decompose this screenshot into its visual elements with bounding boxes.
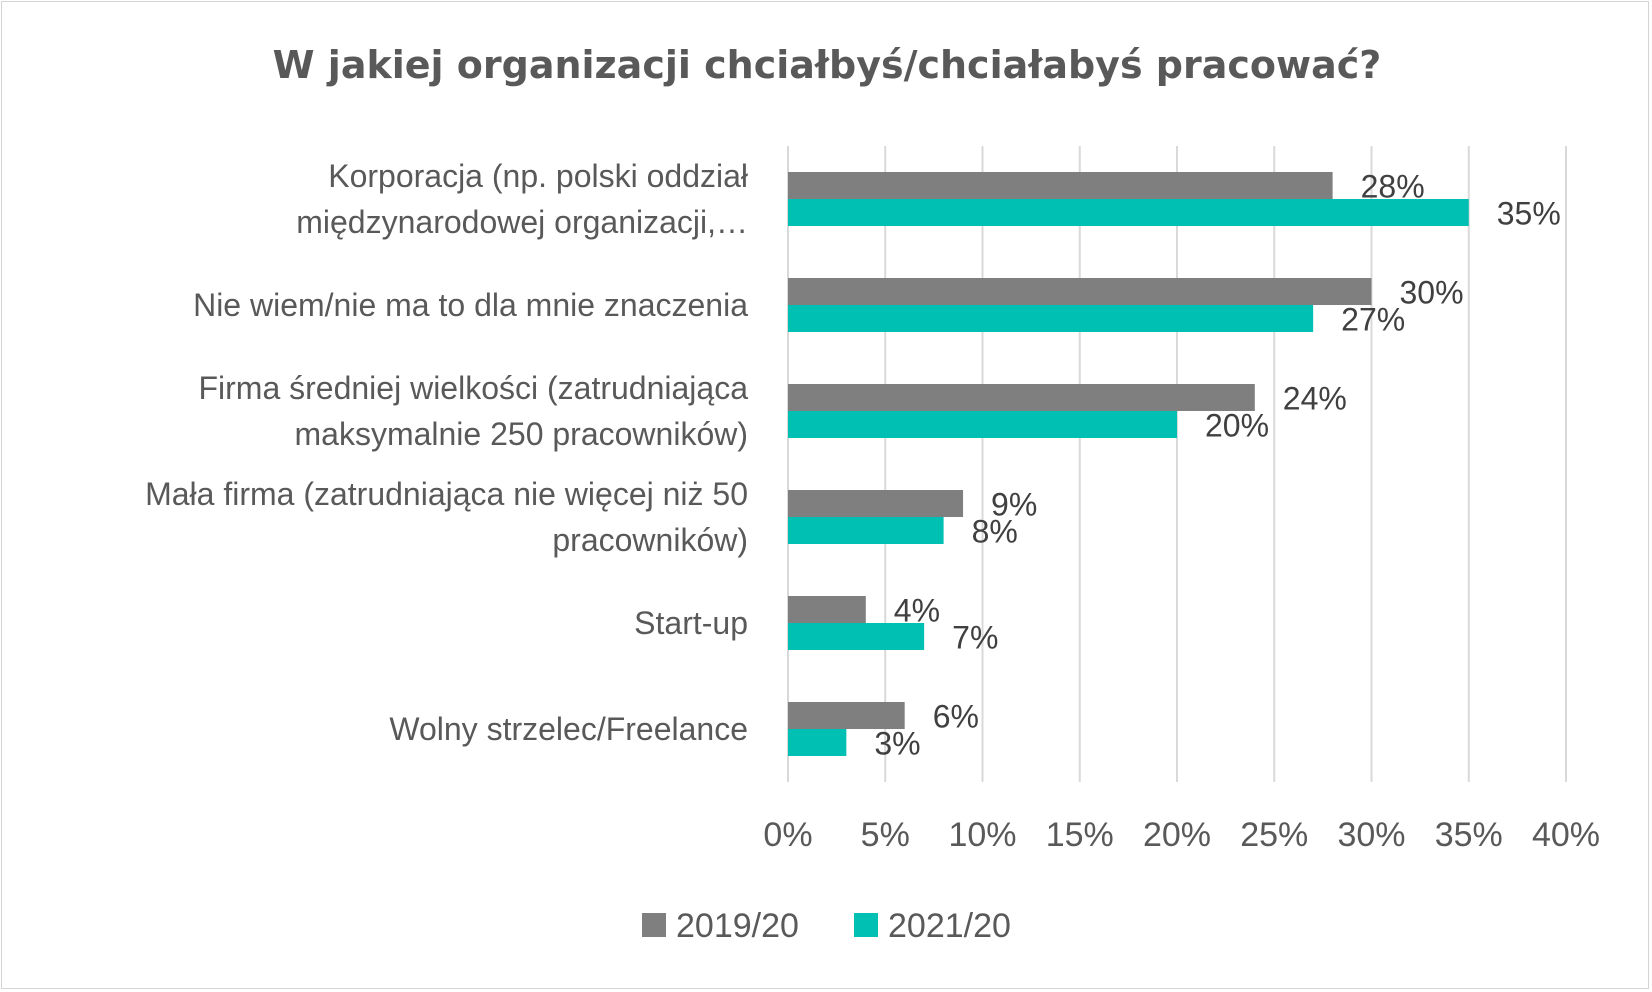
category-label: Firma średniej wielkości (zatrudniająca m… [198, 370, 748, 452]
data-label: 20% [1205, 408, 1269, 444]
category-label-line: Wolny strzelec/Freelance [389, 711, 748, 747]
data-label: 3% [874, 726, 920, 762]
category-label-line: Korporacja (np. polski oddział [328, 158, 748, 194]
data-labels: 28% 35% 30%27% 24% 20% 9%8% 4% 7% 6% 3% [874, 169, 1560, 762]
bar-2021-20 [788, 199, 1469, 226]
bar-2019-20 [788, 596, 866, 623]
legend-label: 2019/20 [676, 907, 799, 945]
bar-2019-20 [788, 278, 1372, 305]
bar-2019-20 [788, 172, 1333, 199]
category-label: Korporacja (np. polski oddział międzynaro… [296, 158, 748, 240]
bar-2019-20 [788, 490, 964, 517]
bar-2021-20 [788, 517, 944, 544]
legend-swatch [854, 913, 878, 937]
x-tick-label: 30% [1337, 816, 1405, 854]
legend: 2019/20 2021/20 [642, 907, 1011, 945]
category-label-line: Firma średniej wielkości (zatrudniająca [198, 370, 748, 406]
category-label-line: Mała firma (zatrudniająca nie więcej niż… [145, 476, 748, 512]
bar-2021-20 [788, 623, 925, 650]
chart-title: W jakiej organizacji chciałbyś/chciałaby… [273, 43, 1382, 87]
bar-2021-20 [788, 411, 1177, 438]
category-labels: Korporacja (np. polski oddział międzynaro… [145, 158, 748, 747]
x-tick-label: 40% [1532, 816, 1600, 854]
data-label: 28% [1361, 169, 1425, 205]
category-label: Start-up [634, 605, 748, 641]
data-label: 8% [972, 514, 1018, 550]
data-label: 27% [1341, 302, 1405, 338]
x-tick-label: 15% [1046, 816, 1114, 854]
category-label-line: międzynarodowej organizacji,… [296, 204, 748, 240]
legend-swatch [642, 913, 666, 937]
bar-2021-20 [788, 729, 847, 756]
bar-2019-20 [788, 702, 905, 729]
category-label: Mała firma (zatrudniająca nie więcej niż… [145, 476, 748, 558]
category-label-line: Start-up [634, 605, 748, 641]
data-label: 30% [1400, 275, 1464, 311]
bar-2021-20 [788, 305, 1314, 332]
data-label: 7% [952, 620, 998, 656]
x-tick-label: 35% [1435, 816, 1503, 854]
bar-2019-20 [788, 384, 1255, 411]
bars [788, 172, 1469, 756]
category-label-line: Nie wiem/nie ma to dla mnie znaczenia [193, 287, 748, 323]
x-tick-label: 20% [1143, 816, 1211, 854]
x-tick-label: 0% [763, 816, 812, 854]
x-tick-label: 10% [948, 816, 1016, 854]
x-tick-label: 25% [1240, 816, 1308, 854]
legend-label: 2021/20 [888, 907, 1011, 945]
category-label-line: maksymalnie 250 pracowników) [294, 416, 748, 452]
data-label: 9% [991, 487, 1037, 523]
data-label: 4% [894, 593, 940, 629]
data-label: 6% [933, 699, 979, 735]
gridlines [787, 146, 1567, 782]
category-label: Nie wiem/nie ma to dla mnie znaczenia [193, 287, 748, 323]
x-tick-label: 5% [861, 816, 910, 854]
category-label-line: pracowników) [552, 522, 748, 558]
category-label: Wolny strzelec/Freelance [389, 711, 748, 747]
data-label: 35% [1497, 196, 1561, 232]
x-axis-ticks: 0% 5% 10% 15% 20% 25% 30% 35% 40% [763, 816, 1600, 854]
data-label: 24% [1283, 381, 1347, 417]
